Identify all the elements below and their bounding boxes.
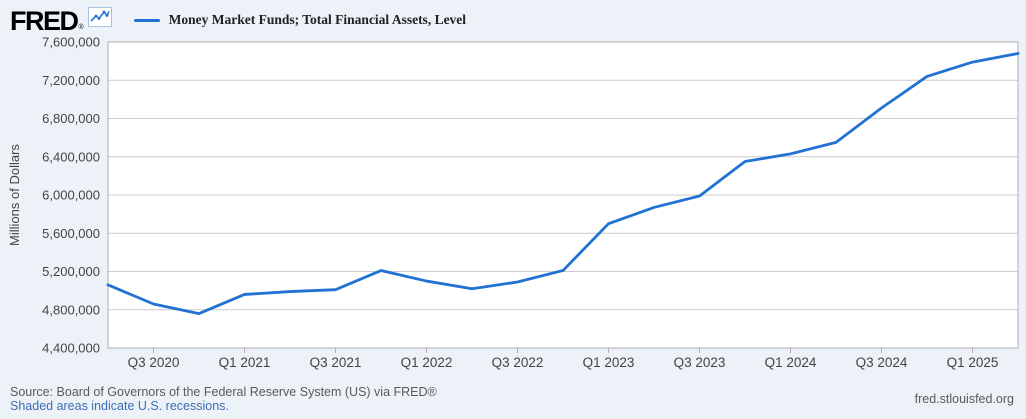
y-tick-label: 5,600,000 (42, 226, 100, 241)
chart-header: FRED ® Money Market Funds; Total Financi… (10, 6, 467, 36)
x-tick-label: Q3 2024 (856, 355, 908, 370)
registered-trademark-symbol: ® (78, 24, 84, 31)
recessions-link[interactable]: Shaded areas indicate U.S. recessions. (10, 399, 229, 413)
plot-area[interactable] (108, 42, 1018, 348)
legend: Money Market Funds; Total Financial Asse… (133, 12, 467, 28)
x-tick-label: Q3 2022 (492, 355, 544, 370)
x-tick-label: Q1 2021 (219, 355, 271, 370)
source-note: Source: Board of Governors of the Federa… (10, 385, 437, 399)
legend-series-label[interactable]: Money Market Funds; Total Financial Asse… (168, 12, 467, 27)
fred-logo[interactable]: FRED ® (10, 6, 112, 36)
x-tick-label: Q1 2023 (583, 355, 635, 370)
y-tick-label: 7,200,000 (42, 73, 100, 88)
y-tick-label: 5,200,000 (42, 264, 100, 279)
x-tick-label: Q1 2022 (401, 355, 453, 370)
y-tick-label: 7,600,000 (42, 35, 100, 50)
fred-wordmark: FRED (10, 6, 79, 36)
y-tick-label: 6,400,000 (42, 149, 100, 164)
x-tick-label: Q3 2021 (310, 355, 362, 370)
y-tick-label: 6,800,000 (42, 111, 100, 126)
footer-notes: Source: Board of Governors of the Federa… (10, 385, 437, 413)
fred-site-label: fred.stlouisfed.org (914, 392, 1014, 406)
x-tick-label: Q1 2024 (765, 355, 817, 370)
fred-sparkline-icon (87, 7, 112, 32)
series-line[interactable] (106, 52, 1020, 315)
y-tick-label: 6,000,000 (42, 188, 100, 203)
y-tick-label: 4,800,000 (42, 302, 100, 317)
x-tick-label: Q3 2020 (128, 355, 180, 370)
y-tick-label: 4,400,000 (42, 341, 100, 356)
x-tick-label: Q1 2025 (947, 355, 999, 370)
y-axis-title: Millions of Dollars (7, 144, 22, 246)
x-tick-label: Q3 2023 (674, 355, 726, 370)
legend-line-swatch (133, 18, 160, 22)
